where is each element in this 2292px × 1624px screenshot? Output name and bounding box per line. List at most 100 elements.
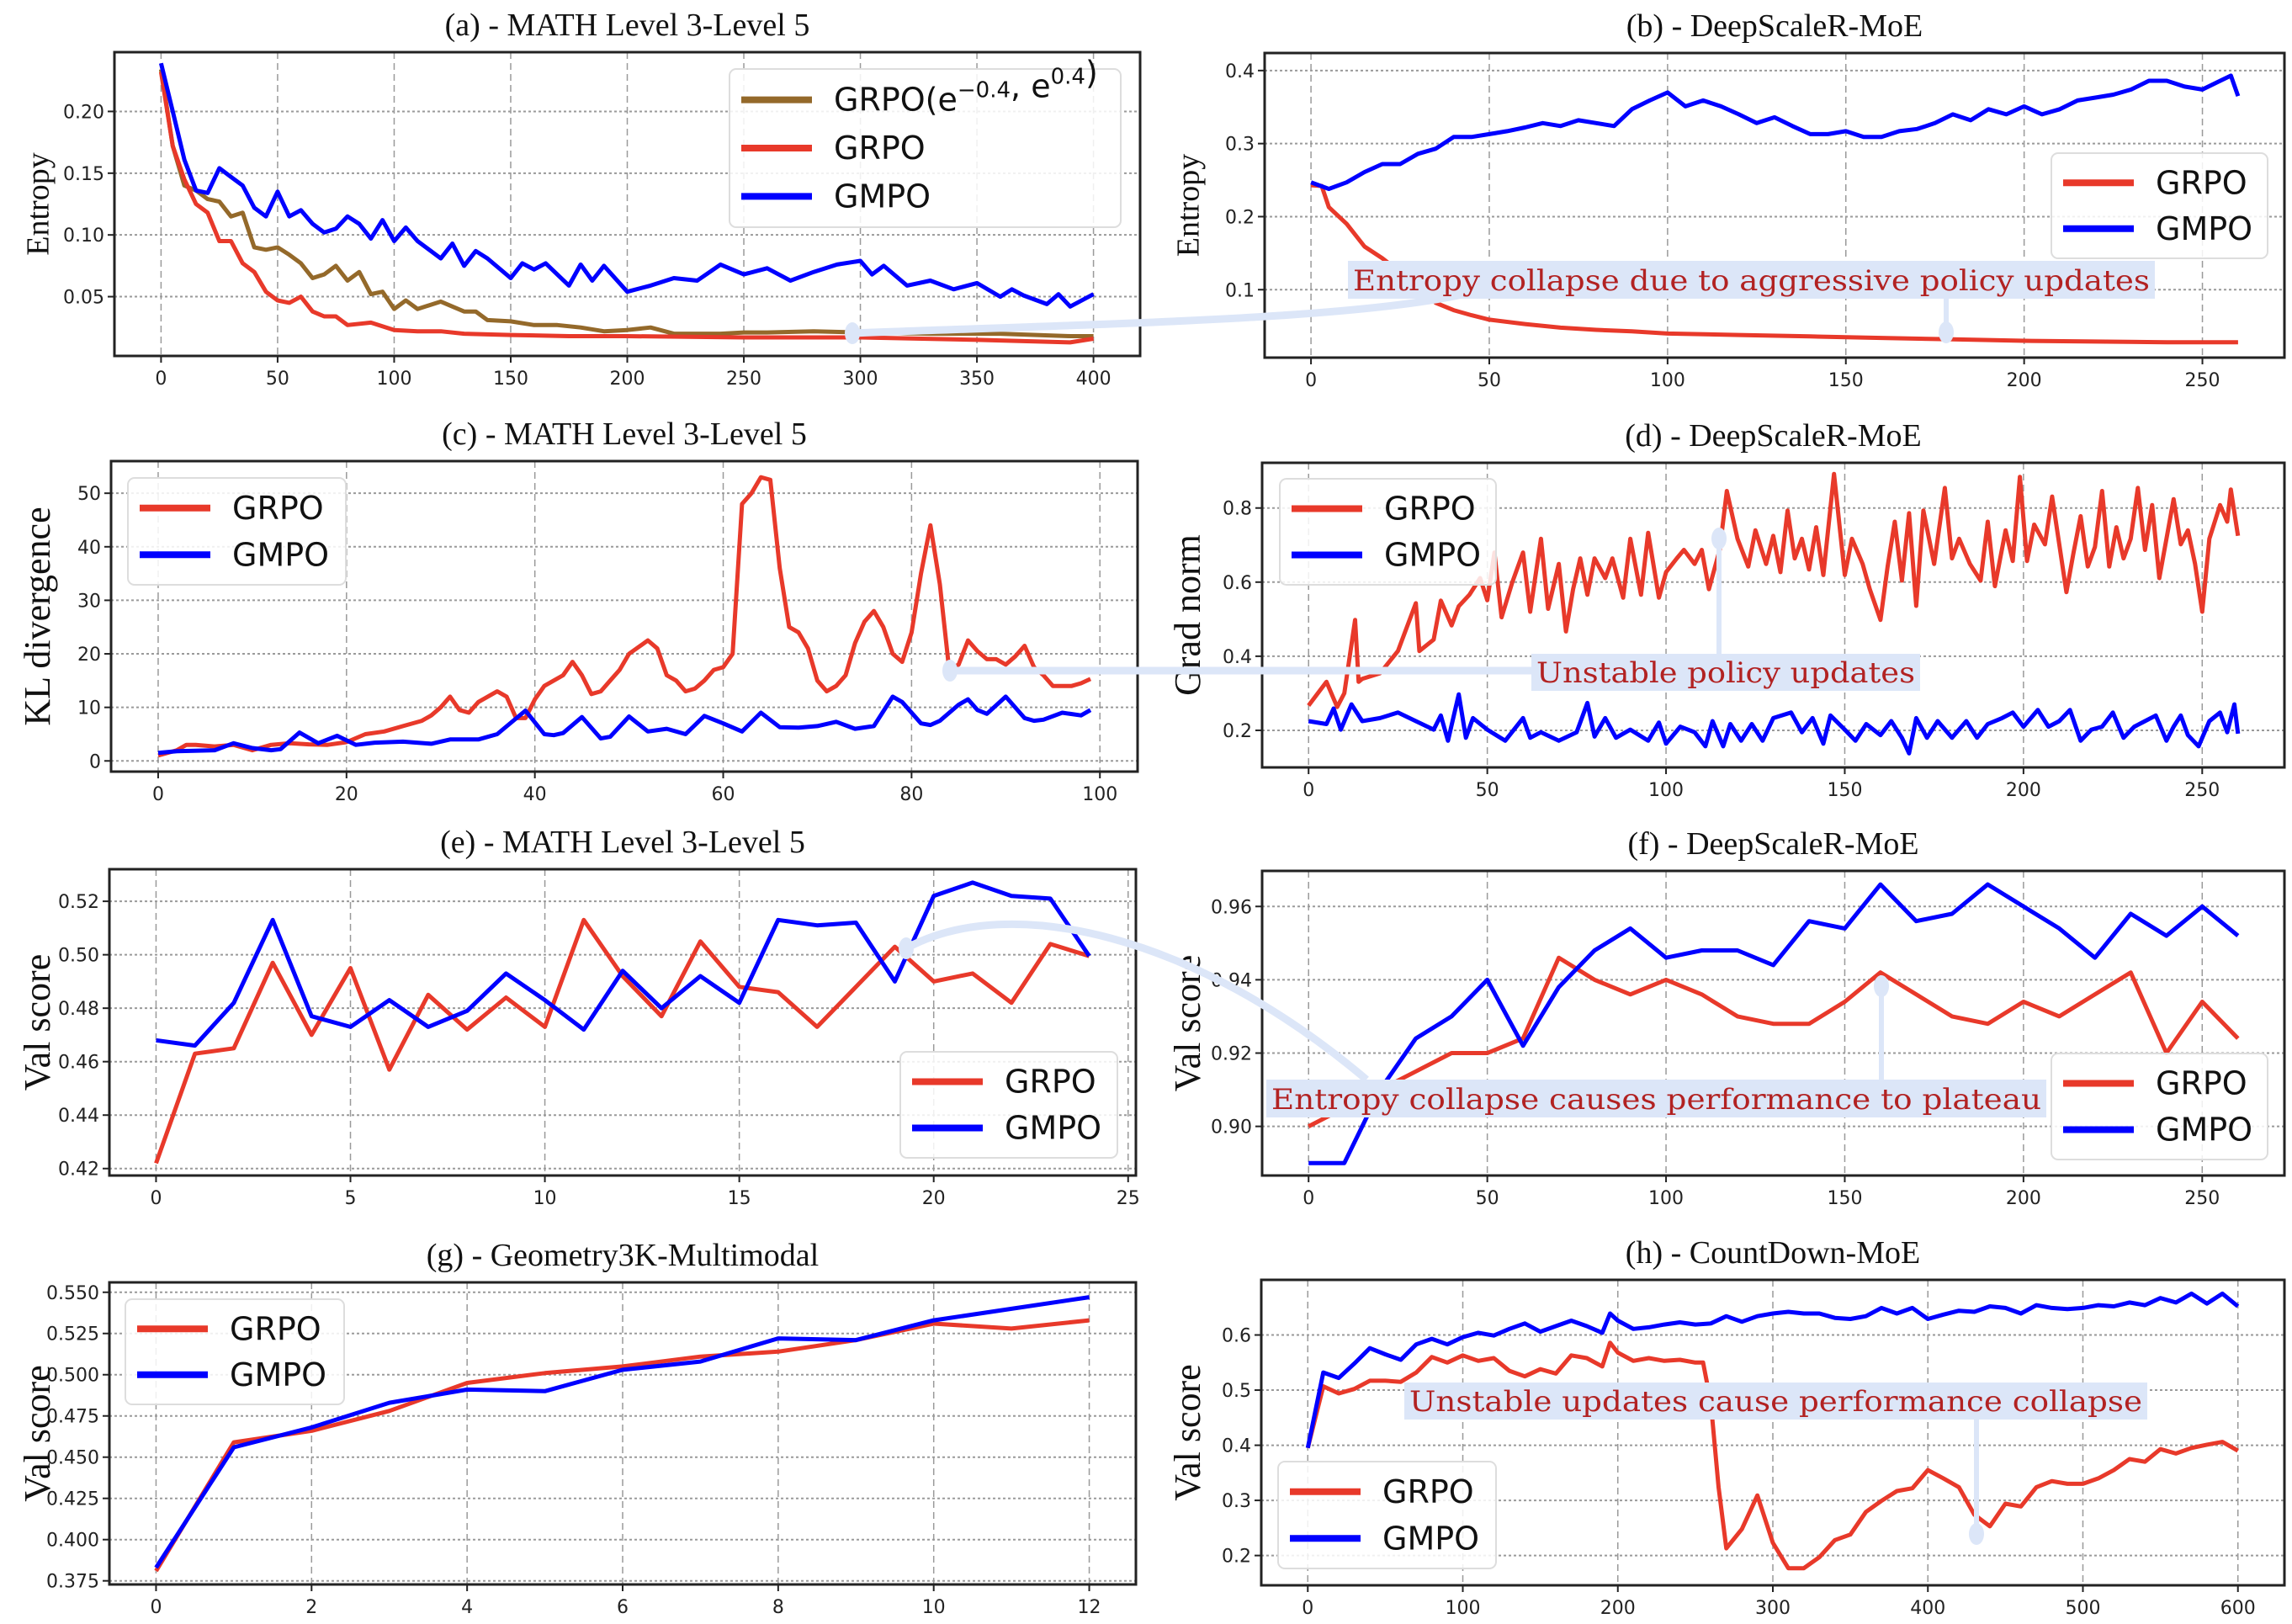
x-tick-label: 100	[376, 369, 411, 390]
y-tick-label: 0.90	[1211, 1117, 1252, 1138]
x-tick-label: 6	[617, 1597, 629, 1618]
legend-label: GMPO	[2156, 210, 2252, 247]
x-tick-label: 0	[1302, 1598, 1313, 1619]
y-tick-label: 50	[77, 484, 101, 505]
legend: GRPO GMPO	[2051, 1053, 2268, 1160]
series-line-grpoee	[158, 69, 1094, 338]
y-tick-label: 0.4	[1223, 647, 1252, 668]
x-tick-label: 0	[1303, 1188, 1314, 1209]
chart-title: (f) - DeepScaleR-MoE	[1627, 826, 1918, 862]
x-tick-label: 150	[1827, 1188, 1862, 1209]
legend-label: GRPO	[2156, 164, 2247, 201]
x-tick-label: 50	[1478, 370, 1501, 391]
x-tick-label: 0	[1305, 370, 1317, 391]
chart-e: 0 5 10 15 20 25 0.42 0.44 0.46 0.48 0.50 0.52 (e) - …	[17, 825, 1140, 1209]
y-tick-label: 0.15	[63, 164, 104, 185]
chart-c: 0 20 40 60 80 100 0 10 20 30 40 50 (c) - MATH Level …	[17, 417, 1139, 805]
y-tick-label: 0.525	[46, 1324, 99, 1345]
y-tick-label: 0.46	[58, 1053, 99, 1074]
y-tick-label: 30	[77, 591, 101, 612]
chart-b: 0 50 100 150 200 250 0.1 0.2 0.3 0.4 (b) - DeepSca…	[1171, 8, 2286, 391]
series-line-grpo	[154, 917, 1090, 1165]
annotation-text: Unstable updates cause performance colla…	[1409, 1385, 2142, 1419]
x-tick-label: 0	[150, 1597, 162, 1618]
x-tick-label: 0	[1303, 780, 1314, 801]
x-tick-label: 100	[1446, 1598, 1481, 1619]
x-tick-label: 400	[1910, 1598, 1945, 1619]
x-tick-label: 20	[922, 1188, 946, 1209]
series-line-grpo	[1308, 955, 2240, 1128]
x-tick-label: 0	[152, 784, 164, 805]
x-tick-label: 150	[1827, 780, 1862, 801]
series-line-grpo	[154, 1318, 1090, 1573]
series-line-grpo	[157, 475, 1092, 758]
x-tick-label: 10	[533, 1188, 557, 1209]
x-tick-label: 15	[728, 1188, 751, 1209]
x-tick-label: 40	[523, 784, 547, 805]
y-axis-label: KL divergence	[17, 507, 58, 725]
series-line-gmpo	[1305, 1291, 2240, 1449]
legend-label: GRPO	[232, 490, 324, 527]
legend-label: GRPO	[1384, 491, 1476, 528]
axes-frame	[113, 50, 1142, 358]
series-line-gmpo	[157, 694, 1092, 756]
x-tick-label: 60	[712, 784, 735, 805]
y-tick-label: 0.500	[46, 1366, 99, 1387]
axes-frame	[1260, 461, 2286, 769]
y-tick-label: 0.96	[1211, 897, 1252, 918]
legend-label: GRPO	[2156, 1065, 2247, 1102]
x-tick-label: 200	[1600, 1598, 1636, 1619]
y-tick-label: 0.2	[1225, 207, 1255, 228]
y-tick-label: 0.48	[58, 999, 99, 1020]
y-tick-label: 0.44	[58, 1106, 99, 1127]
x-tick-label: 5	[345, 1188, 357, 1209]
x-tick-label: 50	[1476, 1188, 1499, 1209]
y-tick-label: 0.375	[46, 1572, 99, 1593]
legend: GRPO GMPO	[125, 1298, 345, 1405]
series-line-gmpo	[158, 62, 1095, 309]
legend: GRPO GMPO	[1277, 1461, 1497, 1569]
chart-a: 0 50 100 150 200 250 300 350 400 0.05 0.10 0.15 0.20…	[21, 8, 1142, 390]
y-tick-label: 0.2	[1222, 1547, 1251, 1568]
annotation-arrow	[852, 290, 1463, 337]
legend-label: GMPO	[232, 536, 329, 573]
x-tick-label: 150	[493, 369, 528, 390]
x-tick-label: 300	[1755, 1598, 1791, 1619]
y-tick-label: 0.6	[1223, 573, 1252, 594]
x-tick-label: 200	[2007, 370, 2042, 391]
y-axis-label: Val score	[17, 1365, 58, 1502]
chart-title: (d) - DeepScaleR-MoE	[1625, 418, 1921, 454]
annotation-point-marker	[1711, 528, 1727, 549]
x-tick-label: 80	[899, 784, 923, 805]
axes-frame	[1260, 1278, 2286, 1587]
legend-label: GRPO(e−0.4, e0.4)	[834, 55, 1098, 119]
y-tick-label: 20	[77, 645, 101, 666]
annotation-point-marker	[942, 660, 958, 682]
chart-title: (c) - MATH Level 3-Level 5	[442, 417, 807, 452]
y-tick-label: 0.42	[58, 1160, 99, 1181]
legend: GRPO GMPO	[2051, 152, 2268, 259]
chart-title: (g) - Geometry3K-Multimodal	[427, 1238, 819, 1273]
chart-title: (b) - DeepScaleR-MoE	[1626, 8, 1923, 44]
series-line-grpo	[1310, 183, 2238, 345]
annotation-box	[1531, 654, 1920, 691]
y-tick-label: 10	[77, 698, 101, 719]
x-tick-label: 0	[155, 369, 167, 390]
chart-g: 0 2 4 6 8 10 12 0.375 0.400 0.425 0.450 0.475 0.500 0…	[17, 1238, 1138, 1618]
legend-label: GRPO	[1005, 1064, 1096, 1101]
legend-label: GRPO	[834, 130, 926, 167]
annotation-box	[1404, 1383, 2147, 1420]
y-tick-label: 0.05	[63, 288, 104, 309]
y-tick-label: 0.1	[1225, 280, 1255, 301]
chart-h: 0 100 200 300 400 500 600 0.2 0.3 0.4 0.5 0.6 (h) - …	[1167, 1235, 2286, 1619]
y-tick-label: 0.450	[46, 1448, 99, 1469]
x-tick-label: 250	[2184, 780, 2220, 801]
axes-frame	[109, 459, 1139, 773]
annotation-box	[1266, 1080, 2046, 1117]
y-tick-label: 0.52	[58, 892, 99, 913]
legend: GRPO GMPO	[127, 477, 347, 586]
series-line-gmpo	[156, 880, 1091, 1048]
y-tick-label: 0.50	[58, 946, 99, 967]
x-tick-label: 8	[772, 1597, 784, 1618]
y-tick-label: 0.2	[1223, 721, 1252, 742]
